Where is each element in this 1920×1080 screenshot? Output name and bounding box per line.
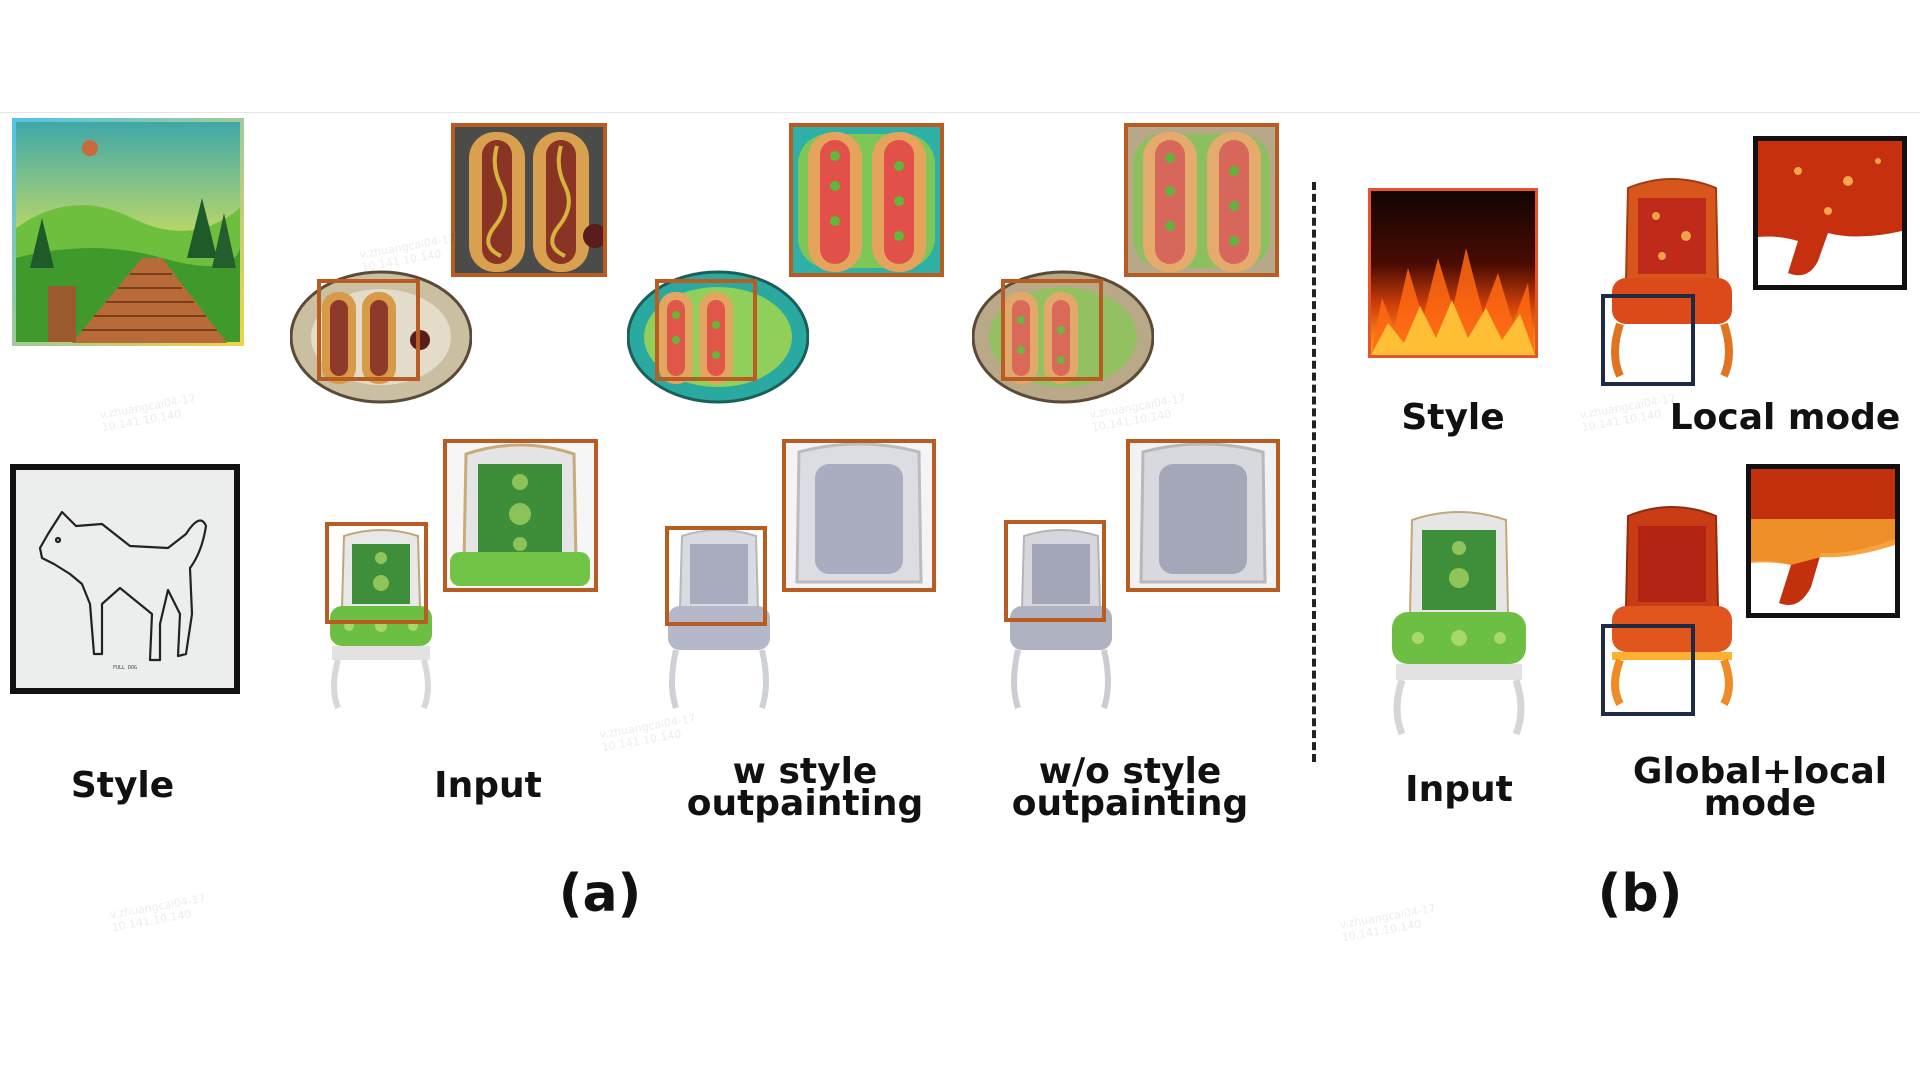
dog-caption: FULL DOG (113, 665, 137, 671)
wstyle-chair-zoom (785, 442, 933, 588)
wostyle-hotdog-zoom (1127, 126, 1276, 274)
label-style-a: Style (70, 765, 175, 806)
style-fire-image (1368, 188, 1538, 358)
wostyle-chair-zoom (1129, 442, 1277, 588)
wstyle-chair-box-small (665, 526, 767, 626)
global-local-chair (1606, 504, 1738, 708)
wostyle-hotdog-box-large (1124, 123, 1279, 277)
label-global-local-line2: mode (1703, 783, 1817, 824)
watermark-5: v.zhuangcai04-17 10.141.10.140 (1338, 901, 1437, 945)
wstyle-hotdog-box-large (789, 123, 944, 277)
input-chair-box-small (325, 522, 428, 624)
style-landscape-image (12, 118, 244, 346)
top-rule (0, 112, 1920, 113)
wostyle-chair-box-small (1004, 520, 1106, 622)
input-hotdog-box-small (317, 279, 420, 381)
label-w-style-line1: w style (732, 751, 878, 792)
input-hotdog-zoom (455, 126, 607, 274)
input-hotdog-box-large (451, 123, 607, 277)
input-chair-box-large (443, 439, 598, 592)
global-local-box (1601, 624, 1695, 716)
label-wo-style-line2: outpainting (1011, 783, 1249, 824)
local-mode-zoom (1753, 136, 1907, 290)
watermark-1: v.zhuangcai04-17 10.141.10.140 (358, 231, 457, 275)
local-mode-box (1601, 294, 1695, 386)
input-chair (324, 528, 438, 710)
panel-divider (1312, 182, 1316, 762)
watermark-2: v.zhuangcai04-17 10.141.10.140 (98, 391, 197, 435)
label-input-b: Input (1405, 769, 1513, 810)
wstyle-chair (662, 528, 776, 710)
label-global-local-line1: Global+local (1632, 751, 1888, 792)
global-local-zoom (1746, 464, 1900, 618)
wostyle-chair-box-large (1126, 439, 1280, 592)
label-input-a: Input (434, 765, 542, 806)
wostyle-hotdog-box-small (1001, 279, 1103, 381)
input-chair-zoom (446, 442, 594, 588)
label-local-mode: Local mode (1669, 397, 1901, 438)
label-w-style-line2: outpainting (686, 783, 924, 824)
input-chair-b (1384, 510, 1534, 736)
local-mode-chair (1606, 176, 1738, 380)
panel-label-b: (b) (1597, 864, 1683, 924)
watermark-7: v.zhuangcai04-17 10.141.10.140 (108, 891, 207, 935)
wostyle-chair (1004, 528, 1118, 710)
label-wo-style-line1: w/o style (1038, 751, 1222, 792)
label-style-b: Style (1401, 397, 1505, 438)
wstyle-hotdog-zoom (792, 126, 941, 274)
panel-label-a: (a) (558, 864, 642, 924)
wstyle-hotdog-box-small (655, 279, 757, 381)
watermark-3: v.zhuangcai04-17 10.141.10.140 (598, 711, 697, 755)
style-dog-sketch-image: FULL DOG (10, 464, 240, 694)
wstyle-chair-box-large (782, 439, 936, 592)
